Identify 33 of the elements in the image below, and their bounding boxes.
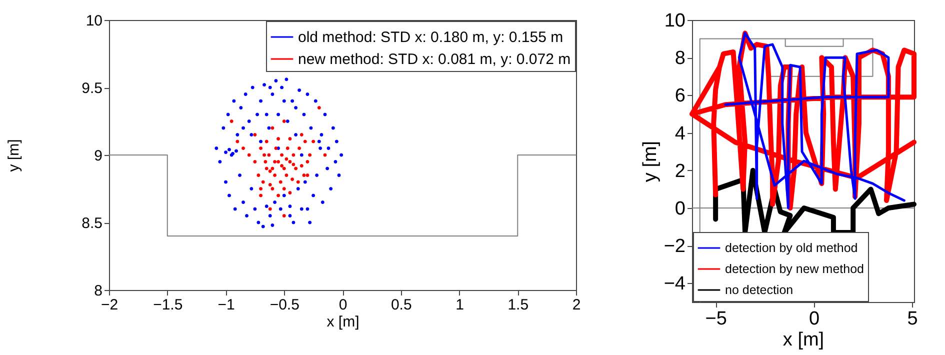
- y-tick-label: 6: [674, 86, 686, 107]
- y-tick-label: 0: [674, 198, 686, 220]
- y-tick-label: 9: [94, 148, 102, 164]
- x-tick-label: 0: [809, 308, 820, 330]
- legend-label: no detection: [725, 283, 794, 297]
- y-tick-label: 9.5: [82, 80, 102, 97]
- x-tick-label: 1.5: [508, 296, 529, 314]
- x-tick-label: −1: [218, 296, 235, 314]
- y-tick-label: 8: [674, 48, 686, 70]
- legend-label: new method: STD x: 0.081 m, y: 0.072 m: [298, 51, 571, 68]
- x-tick-label: 2: [572, 296, 581, 314]
- y-axis-title: y [m]: [640, 140, 661, 182]
- x-axis-title: x [m]: [326, 314, 360, 330]
- x-tick-label: 0: [338, 296, 348, 314]
- x-tick-label: −1.5: [153, 296, 183, 314]
- y-tick-label: 4: [674, 123, 686, 144]
- y-tick-label: 8: [94, 282, 102, 300]
- x-tick-label: 0.5: [390, 296, 412, 314]
- y-tick-label: −2: [664, 236, 686, 258]
- legend-label: old method: STD x: 0.180 m, y: 0.155 m: [298, 29, 564, 46]
- x-tick-label: −0.5: [270, 296, 300, 314]
- y-tick-label: 8.5: [82, 215, 102, 232]
- y-tick-label: 10: [86, 12, 102, 30]
- y-tick-label: −4: [664, 274, 686, 295]
- x-tick-label: 1: [456, 296, 464, 314]
- x-tick-label: −5: [705, 308, 727, 330]
- x-tick-label: 5: [907, 308, 918, 330]
- y-tick-label: 2: [674, 160, 686, 182]
- x-axis-title: x [m]: [782, 330, 824, 350]
- legend-label: detection by new method: [725, 262, 864, 276]
- y-axis-title: y [m]: [6, 139, 23, 172]
- y-tick-label: 10: [664, 10, 686, 32]
- legend-label: detection by old method: [725, 241, 858, 255]
